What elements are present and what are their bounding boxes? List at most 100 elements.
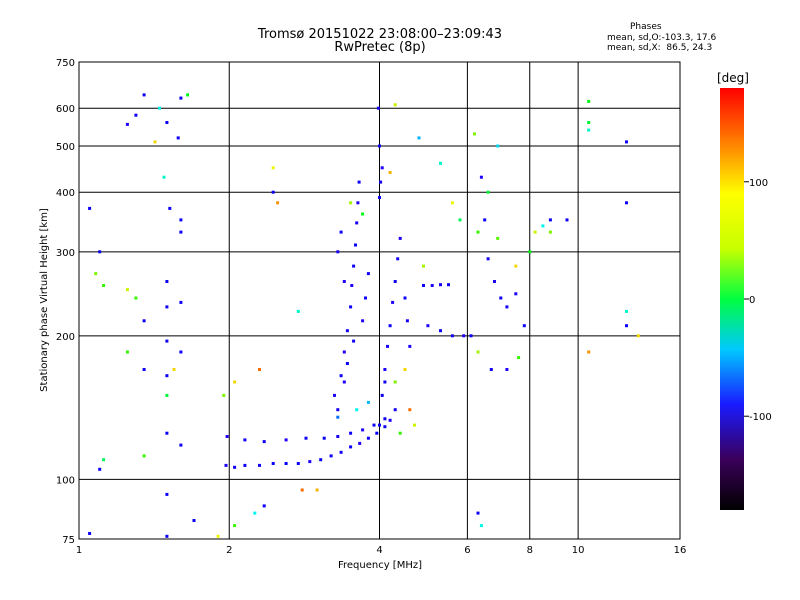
data-point <box>383 380 387 384</box>
data-point <box>339 230 343 234</box>
data-point <box>388 171 392 174</box>
data-point <box>398 431 402 435</box>
colorbar-tick-label: 0 <box>749 295 755 306</box>
data-point <box>355 408 359 412</box>
data-point <box>342 350 346 354</box>
data-point <box>587 350 591 354</box>
phases-x-mode: mean, sd,X: 86.5, 24.3 <box>607 43 713 53</box>
data-point <box>393 408 397 412</box>
data-point <box>496 236 500 240</box>
data-point <box>349 201 353 205</box>
y-tick-label: 500 <box>56 142 75 153</box>
data-point <box>253 511 257 515</box>
data-point <box>339 374 343 378</box>
x-tick-label: 10 <box>572 545 585 556</box>
data-point <box>352 339 356 343</box>
data-point <box>333 393 336 397</box>
data-point <box>179 96 183 100</box>
data-point <box>514 264 518 268</box>
data-points <box>88 93 640 538</box>
data-point <box>315 488 319 492</box>
data-point <box>192 519 196 522</box>
data-point <box>125 122 129 126</box>
data-point <box>499 296 503 300</box>
data-point <box>548 230 552 234</box>
data-point <box>262 440 266 444</box>
data-point <box>528 250 532 254</box>
y-tick-label: 750 <box>56 58 75 69</box>
data-point <box>179 350 183 354</box>
data-point <box>476 511 480 515</box>
data-point <box>179 443 183 447</box>
data-point <box>165 492 169 496</box>
data-point <box>378 144 381 148</box>
data-point <box>125 350 129 354</box>
data-point <box>379 180 383 184</box>
colorbar-label: [deg] <box>717 71 749 85</box>
data-point <box>134 113 138 117</box>
data-point <box>548 218 552 222</box>
data-point <box>98 467 102 471</box>
data-point <box>225 435 229 438</box>
data-point <box>349 305 353 309</box>
data-point <box>98 250 102 254</box>
phases-o-mode: mean, sd,O:-103.3, 17.6 <box>607 33 717 43</box>
data-point <box>364 296 367 300</box>
data-point <box>450 201 454 205</box>
data-point <box>339 450 343 454</box>
data-point <box>296 309 300 313</box>
data-point <box>102 458 106 462</box>
y-tick-labels: 75 100 200 300 400 500 600 750 <box>56 58 75 546</box>
colorbar-tick-label: -100 <box>749 412 772 423</box>
data-point <box>376 106 380 110</box>
data-point <box>357 180 361 184</box>
colorbar <box>720 88 744 510</box>
y-tick-label: 200 <box>56 332 75 343</box>
data-point <box>587 121 591 124</box>
data-point <box>486 257 490 261</box>
data-point <box>284 462 288 465</box>
data-point <box>393 280 397 283</box>
data-point <box>380 393 384 397</box>
data-point <box>271 166 275 170</box>
data-point <box>422 264 425 268</box>
y-tick-label: 100 <box>56 475 75 486</box>
data-point <box>165 534 169 538</box>
x-axis-label: Frequency [MHz] <box>338 560 422 571</box>
data-point <box>361 428 365 432</box>
data-point <box>493 280 496 283</box>
data-point <box>439 283 442 287</box>
data-point <box>349 431 353 435</box>
data-point <box>587 99 591 103</box>
data-point <box>408 344 412 348</box>
data-point <box>383 368 387 371</box>
data-point <box>356 201 360 205</box>
data-point <box>342 280 346 283</box>
data-point <box>426 324 430 328</box>
data-point <box>258 368 261 371</box>
data-point <box>216 534 220 538</box>
data-point <box>366 272 370 276</box>
data-point <box>165 393 169 397</box>
data-point <box>358 441 362 445</box>
data-point <box>587 128 591 132</box>
data-point <box>378 423 381 427</box>
x-tick-label: 6 <box>464 545 470 556</box>
data-point <box>243 438 247 442</box>
grid-lines <box>79 62 680 539</box>
data-point <box>361 212 365 216</box>
data-point <box>233 465 237 469</box>
data-point <box>233 524 237 528</box>
data-point <box>142 319 146 323</box>
data-point <box>514 292 518 296</box>
x-tick-label: 16 <box>674 545 687 556</box>
data-point <box>469 334 473 338</box>
data-point <box>476 350 480 354</box>
data-point <box>162 175 166 179</box>
data-point <box>372 423 376 427</box>
data-point <box>350 284 354 287</box>
data-point <box>625 309 628 313</box>
data-point <box>304 436 308 440</box>
y-tick-label: 400 <box>56 188 75 199</box>
